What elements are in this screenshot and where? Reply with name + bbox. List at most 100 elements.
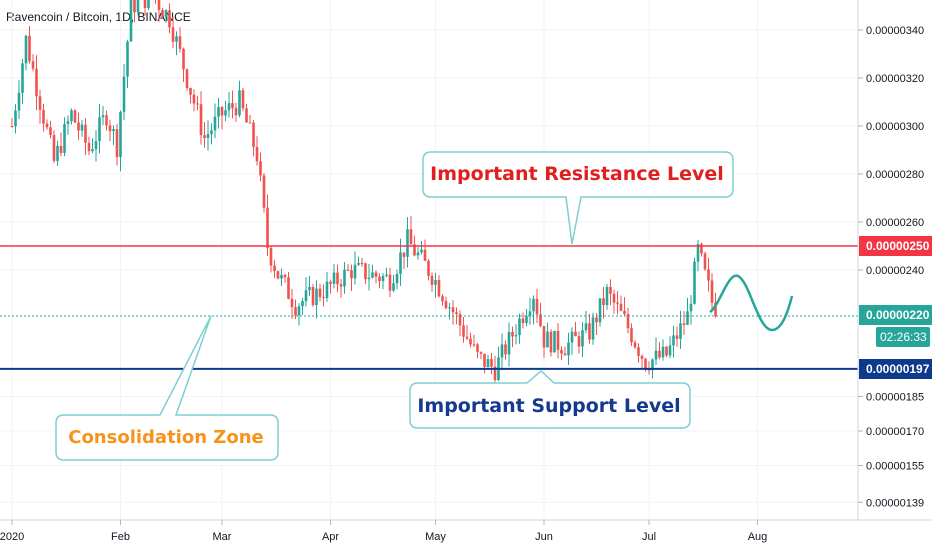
candle (486, 354, 490, 368)
time-tick-label: Mar (213, 531, 232, 543)
resistance-callout[interactable]: Important Resistance Level (422, 151, 734, 245)
support-callout[interactable]: Important Support Level (409, 369, 691, 429)
candle (371, 264, 374, 279)
price-tick-label: 0.00000260 (866, 217, 924, 229)
candle (304, 277, 308, 307)
candle (682, 311, 686, 335)
candle (115, 123, 119, 166)
candle (161, 7, 164, 18)
candle (56, 140, 59, 166)
candle (224, 100, 227, 122)
candle (637, 343, 640, 363)
price-axis[interactable]: 0.00000340 0.00000320 0.00000300 0.00000280… (857, 0, 932, 520)
time-axis[interactable]: 2020 Feb Mar Apr May Jun Jul Aug (0, 519, 932, 550)
price-tick-label: 0.00000300 (866, 121, 924, 133)
candle (588, 314, 591, 344)
candle (707, 257, 710, 292)
candle (490, 353, 493, 375)
time-tick-label: 2020 (0, 531, 24, 543)
candle (31, 54, 35, 72)
candle (357, 256, 360, 267)
candle (164, 8, 168, 23)
candle (395, 269, 399, 290)
candle (203, 122, 206, 148)
candle (626, 307, 630, 334)
candle (546, 322, 549, 348)
countdown-text: 02:26:33 (880, 330, 927, 344)
candle (567, 332, 570, 365)
candle (112, 125, 115, 146)
candle (210, 123, 213, 145)
candle (602, 286, 605, 319)
candle (679, 310, 682, 349)
candle (374, 270, 378, 284)
candle (570, 327, 574, 355)
resistance-price-label: 0.00000250 (859, 236, 932, 256)
support-callout-box (409, 369, 691, 429)
candle (122, 64, 126, 121)
countdown-label: 02:26:33 (876, 327, 930, 347)
candle (133, 0, 136, 23)
candle (108, 119, 112, 142)
candle (346, 264, 350, 272)
candle (77, 112, 80, 140)
candle (584, 310, 588, 334)
candle (549, 329, 553, 357)
candle (238, 80, 241, 118)
candle (402, 252, 406, 269)
candle (17, 80, 21, 120)
candle (693, 257, 696, 305)
resistance-callout-box (422, 151, 734, 245)
candle (367, 263, 371, 291)
candle (675, 326, 679, 347)
candle (686, 297, 689, 325)
candle (497, 346, 500, 382)
candle (507, 322, 511, 367)
candle (199, 91, 203, 145)
candle (612, 289, 616, 314)
candle (630, 323, 633, 346)
price-tick-label: 0.00000170 (866, 426, 924, 438)
candle (35, 55, 38, 111)
candle (28, 26, 31, 64)
candle (301, 297, 304, 315)
consolidation-callout[interactable]: Consolidation Zone (55, 315, 279, 461)
candle (315, 280, 318, 319)
candle (409, 216, 413, 245)
price-tick-label: 0.00000320 (866, 73, 924, 85)
candle (668, 336, 672, 359)
candle (42, 103, 45, 132)
candle (483, 353, 486, 374)
candle (504, 340, 507, 360)
candle (91, 138, 94, 154)
candle (511, 326, 514, 348)
candle (182, 47, 185, 83)
candle (521, 312, 525, 329)
candle (665, 345, 668, 358)
candle (280, 268, 283, 287)
candle (241, 87, 245, 112)
support-callout-text: Important Support Level (417, 395, 680, 417)
candle (378, 273, 381, 289)
candle (336, 264, 339, 293)
candle (311, 284, 315, 307)
candle (458, 310, 462, 337)
candle (101, 106, 105, 126)
candle (710, 273, 714, 313)
current-price-text: 0.00000220 (866, 308, 930, 322)
candle (189, 87, 192, 104)
candle (276, 270, 280, 280)
candle (66, 115, 70, 135)
candle (266, 194, 269, 257)
candle (325, 271, 329, 302)
candle (353, 251, 357, 285)
candle (234, 102, 238, 122)
candle (143, 0, 147, 16)
candle (105, 110, 108, 131)
candle (696, 239, 700, 272)
candle (119, 110, 122, 172)
projection-curve[interactable] (709, 274, 794, 332)
candle (287, 271, 290, 300)
candle (591, 312, 595, 345)
